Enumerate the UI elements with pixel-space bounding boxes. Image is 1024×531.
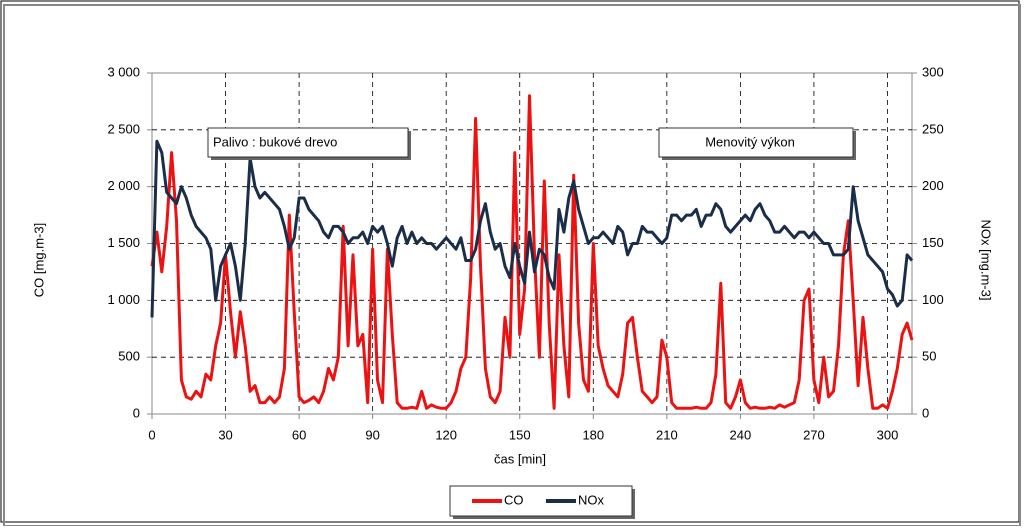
y2-tick-label: 100	[922, 292, 944, 307]
series-line	[150, 94, 914, 410]
y2-tick-label: 200	[922, 178, 944, 193]
y2-tick-label: 50	[922, 349, 936, 364]
x-tick-label: 270	[803, 427, 825, 442]
x-tick-label: 210	[656, 427, 678, 442]
x-tick-label: 60	[292, 427, 306, 442]
y2-tick-label: 150	[922, 235, 944, 250]
x-tick-label: 0	[148, 427, 155, 442]
y2-axis-title: NOx [mg.m-3]	[979, 220, 994, 301]
y-tick-label: 0	[133, 405, 140, 420]
x-tick-label: 300	[877, 427, 899, 442]
y-tick-label: 1 000	[107, 292, 140, 307]
y-tick-label: 2 500	[107, 121, 140, 136]
annotation: Palivo : bukové drevo	[213, 134, 337, 149]
y2-tick-label: 300	[922, 64, 944, 79]
legend-label: CO	[504, 492, 524, 507]
x-tick-label: 90	[365, 427, 379, 442]
x-tick-label: 30	[218, 427, 232, 442]
x-tick-label: 120	[435, 427, 457, 442]
y2-tick-label: 0	[922, 405, 929, 420]
x-tick-label: 150	[509, 427, 531, 442]
x-tick-label: 240	[730, 427, 752, 442]
series-line	[150, 139, 914, 318]
y-tick-label: 500	[118, 349, 140, 364]
annotation-box	[207, 127, 409, 158]
y2-tick-label: 250	[922, 121, 944, 136]
annotation: Menovitý výkon	[705, 134, 795, 149]
y-tick-label: 1 500	[107, 235, 140, 250]
y-tick-label: 2 000	[107, 178, 140, 193]
x-axis-title: čas [min]	[494, 451, 546, 466]
legend-label: NOx	[578, 492, 605, 507]
y-tick-label: 3 000	[107, 64, 140, 79]
legend-items: CO NOx	[472, 492, 605, 507]
x-tick-label: 180	[582, 427, 604, 442]
plot: 0 500 1 000 1 500 2 000 2 500 3 000 0 50 100 150 20…	[107, 64, 943, 442]
y-axis-title: CO [mg.m-3]	[31, 223, 46, 297]
annotation-box	[658, 127, 854, 158]
